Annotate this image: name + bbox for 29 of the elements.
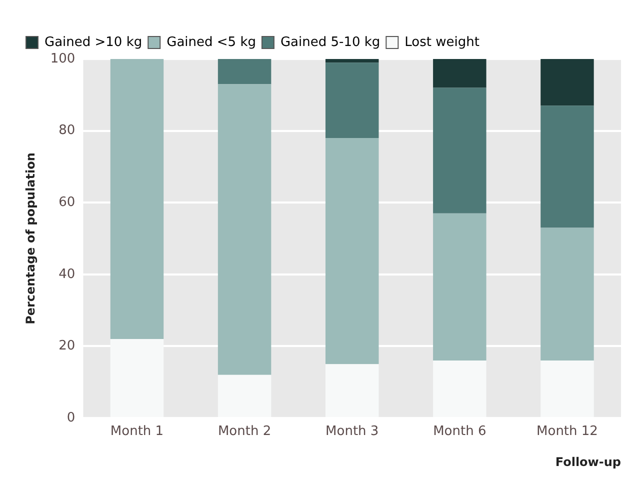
y-tick-label: 20 [58,338,76,354]
x-tick-label: Month 6 [433,424,486,440]
y-tick-label: 60 [58,194,76,210]
bar [540,106,594,228]
bar [325,62,379,138]
x-tick-label: Month 12 [536,424,598,440]
y-tick-label: 0 [66,410,76,426]
x-tick-label: Month 2 [218,424,272,440]
bar [325,59,379,63]
legend-label: Lost weight [404,34,480,50]
bar [433,59,486,88]
bar [325,138,379,364]
y-axis-title: Percentage of population [23,152,38,324]
legend-label: Gained <5 kg [166,34,256,50]
bar [433,213,486,361]
x-tick-label: Month 3 [326,424,379,440]
legend-label: Gained >10 kg [44,34,142,50]
y-tick-label: 80 [58,123,76,138]
bar [540,228,594,361]
y-tick-label: 40 [58,266,76,282]
x-tick-label: Month 1 [110,424,164,440]
bar [218,84,272,375]
y-tick-label: 100 [50,51,76,66]
x-axis-title: Follow-up [555,454,622,469]
bar [110,59,164,340]
bar [218,59,272,84]
bar [433,88,486,214]
legend-label: Gained 5-10 kg [280,34,380,50]
bar [540,59,594,106]
